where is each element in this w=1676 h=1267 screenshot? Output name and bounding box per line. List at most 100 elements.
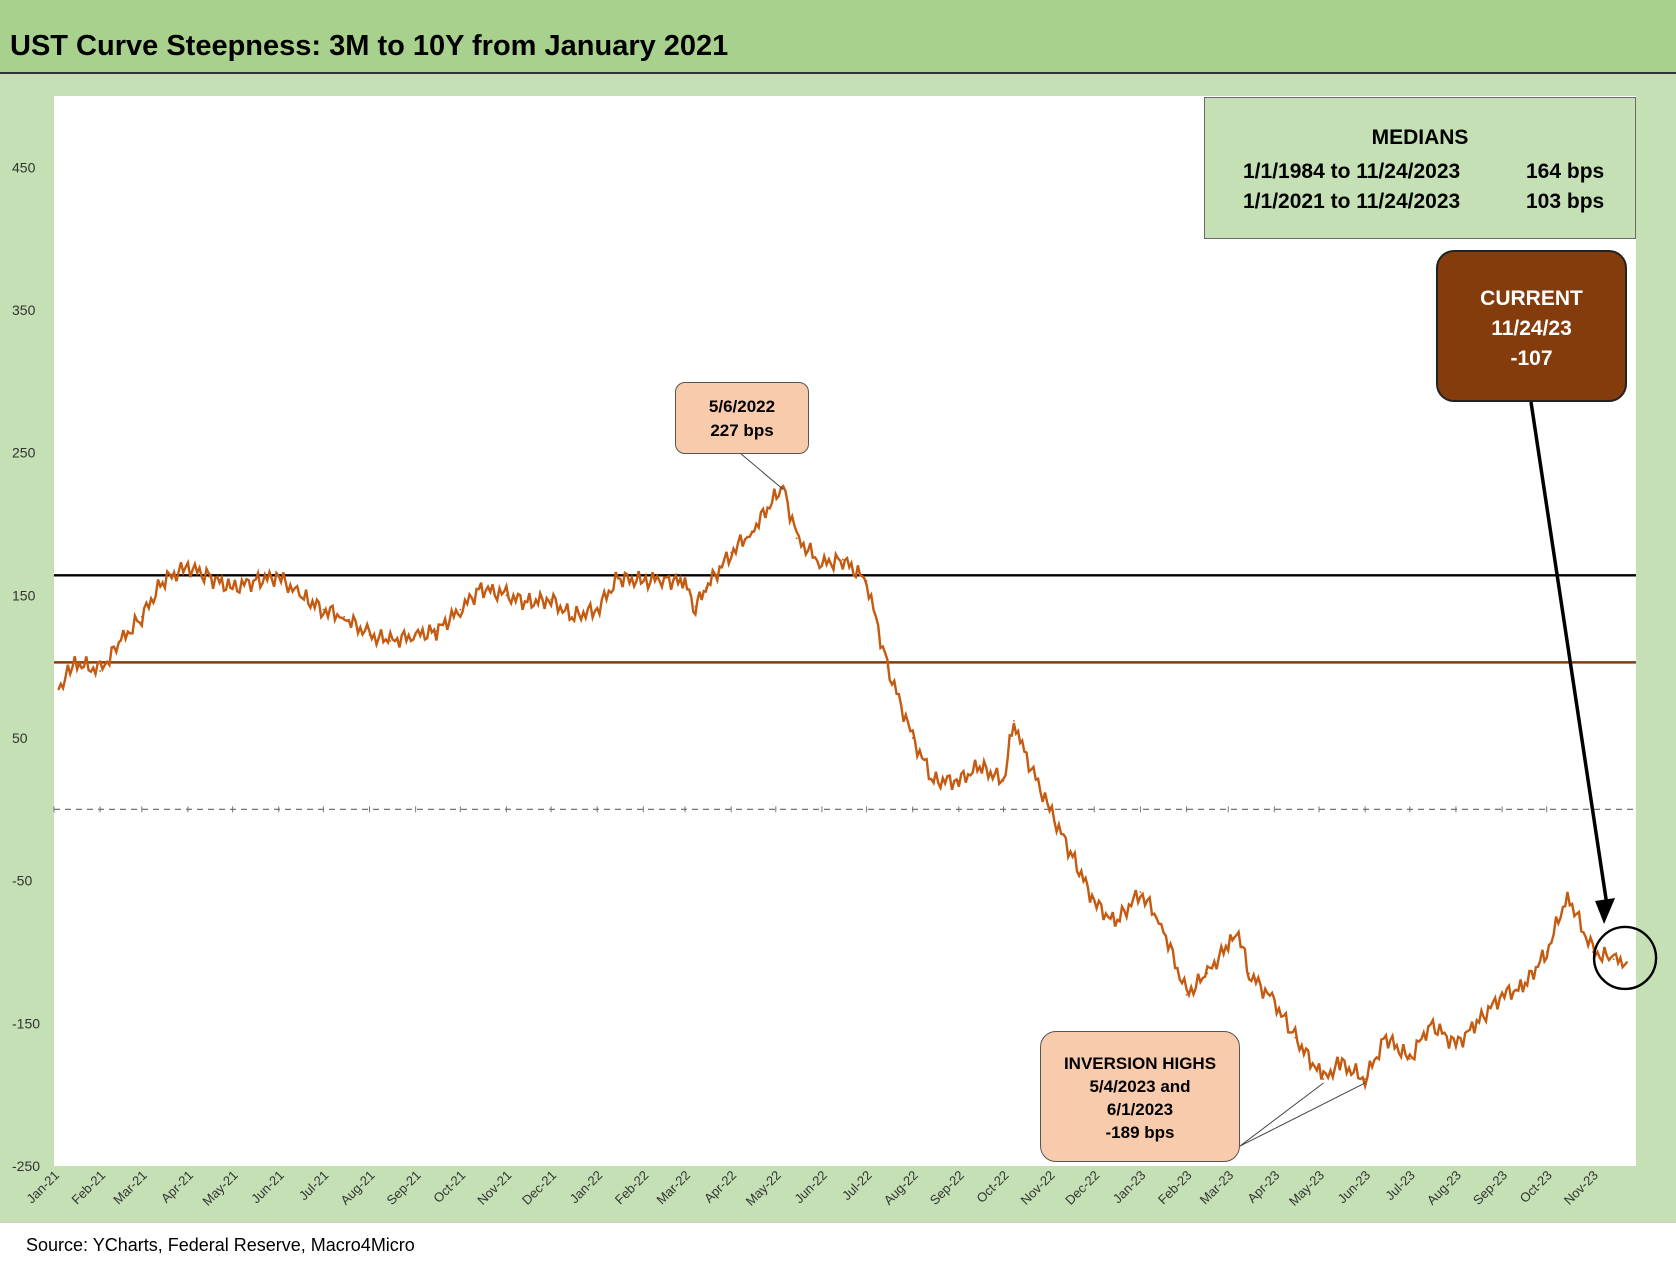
x-tick-label: Dec-21 <box>519 1168 559 1208</box>
x-tick-label: Sep-21 <box>384 1168 424 1208</box>
title-bar: UST Curve Steepness: 3M to 10Y from Janu… <box>0 0 1676 74</box>
inversion-callout: INVERSION HIGHS 5/4/2023 and 6/1/2023 -1… <box>1040 1031 1240 1162</box>
data-point <box>526 601 529 604</box>
source-note: Source: YCharts, Federal Reserve, Macro4… <box>26 1235 415 1255</box>
data-point <box>751 530 753 533</box>
data-point <box>187 565 189 568</box>
data-point <box>1408 1058 1411 1060</box>
data-point <box>73 661 76 664</box>
x-tick-label: Aug-23 <box>1424 1168 1464 1208</box>
x-tick-label: Oct-23 <box>1517 1168 1555 1206</box>
data-point <box>886 665 889 668</box>
y-tick-label: 450 <box>12 159 36 175</box>
data-point <box>459 608 462 611</box>
data-point <box>684 583 686 585</box>
data-point <box>642 580 645 582</box>
data-point <box>694 605 697 608</box>
data-point <box>1227 943 1230 946</box>
data-point <box>1002 779 1005 782</box>
data-point <box>1048 808 1051 811</box>
data-point <box>322 608 325 611</box>
plot-area <box>54 96 1636 1166</box>
y-tick-label: 350 <box>12 302 36 318</box>
data-point <box>414 634 417 637</box>
data-point <box>1626 961 1628 963</box>
data-point <box>704 587 707 590</box>
peak-callout: 5/6/2022 227 bps <box>675 382 809 454</box>
data-point <box>161 580 164 582</box>
data-point <box>389 640 392 642</box>
x-tick-label: Feb-21 <box>69 1168 109 1208</box>
median-row-2021: 1/1/2021 to 11/24/2023 103 bps <box>1243 190 1604 214</box>
x-tick-label: Nov-22 <box>1018 1168 1058 1208</box>
data-point <box>1273 1001 1276 1003</box>
data-point <box>343 615 346 618</box>
y-tick-label: -50 <box>12 873 32 889</box>
data-point <box>1023 751 1026 754</box>
x-tick-label: Jan-22 <box>567 1168 606 1207</box>
x-axis: Jan-21 Feb-21 Mar-21 Apr-21 May-21 Jun-21 Jul-… <box>23 806 1601 1209</box>
y-axis: 450 350 250 150 50 -50 -150 -250 <box>12 159 40 1174</box>
data-point <box>368 634 371 637</box>
data-point <box>505 594 508 597</box>
current-arrow <box>1529 401 1609 907</box>
x-tick-label: Feb-23 <box>1155 1168 1195 1208</box>
median-range-2021: 1/1/2021 to 11/24/2023 <box>1243 190 1461 213</box>
current-circle <box>1592 925 1658 991</box>
x-tick-label: Jul-22 <box>839 1168 875 1204</box>
data-point <box>865 580 868 582</box>
data-point <box>1591 951 1594 953</box>
current-arrowhead <box>1595 897 1616 924</box>
data-point <box>782 484 785 487</box>
x-tick-label: Dec-22 <box>1062 1168 1102 1208</box>
data-point <box>978 765 981 768</box>
data-point <box>252 580 255 582</box>
data-point <box>1455 1043 1457 1046</box>
current-date: 11/24/23 <box>1491 317 1572 340</box>
data-point <box>1338 1062 1341 1065</box>
data-point <box>957 779 960 782</box>
median-range-1984: 1/1/1984 to 11/24/2023 <box>1243 160 1461 183</box>
inversion-date-2: 6/1/2023 <box>1106 1100 1174 1119</box>
data-point <box>1501 993 1503 996</box>
x-tick-label: May-23 <box>1286 1168 1327 1209</box>
data-point <box>1206 972 1209 975</box>
data-point <box>1237 932 1240 935</box>
data-point <box>1429 1022 1432 1025</box>
y-tick-label: -150 <box>12 1015 40 1031</box>
x-tick-label: Sep-23 <box>1470 1168 1510 1208</box>
x-tick-label: Nov-21 <box>474 1168 514 1208</box>
y-tick-label: 250 <box>12 445 36 461</box>
x-tick-label: Oct-21 <box>430 1168 468 1206</box>
series-group <box>57 484 1629 1091</box>
source-bar: Source: YCharts, Federal Reserve, Macro4… <box>0 1222 1676 1267</box>
peak-date: 5/6/2022 <box>708 397 776 416</box>
data-point <box>617 577 619 580</box>
data-point <box>571 615 573 618</box>
x-tick-label: Jun-21 <box>248 1168 287 1207</box>
x-tick-label: Mar-21 <box>110 1168 150 1208</box>
current-callout: CURRENT 11/24/23 -107 <box>1436 250 1627 402</box>
data-point <box>1093 901 1096 903</box>
peak-leader <box>739 452 784 490</box>
x-tick-label: Sep-22 <box>927 1168 967 1208</box>
data-point <box>435 630 438 632</box>
x-tick-label: Apr-21 <box>158 1168 196 1206</box>
x-tick-label: Jan-23 <box>1110 1168 1149 1207</box>
data-point <box>1160 922 1163 925</box>
x-tick-label: May-22 <box>743 1168 784 1209</box>
medians-box: MEDIANS 1/1/1984 to 11/24/2023 164 bps 1/… <box>1204 97 1636 239</box>
data-point <box>795 537 798 540</box>
data-point <box>1521 986 1524 989</box>
data-point <box>911 737 914 739</box>
data-point <box>277 575 280 578</box>
data-point <box>1612 958 1615 961</box>
x-tick-label: Jun-22 <box>791 1168 830 1207</box>
data-point <box>231 587 234 590</box>
data-point <box>1185 993 1188 996</box>
x-tick-label: Jun-23 <box>1335 1168 1374 1207</box>
y-tick-label: 50 <box>12 730 28 746</box>
data-point <box>1475 1022 1478 1025</box>
data-point <box>1294 1036 1297 1039</box>
